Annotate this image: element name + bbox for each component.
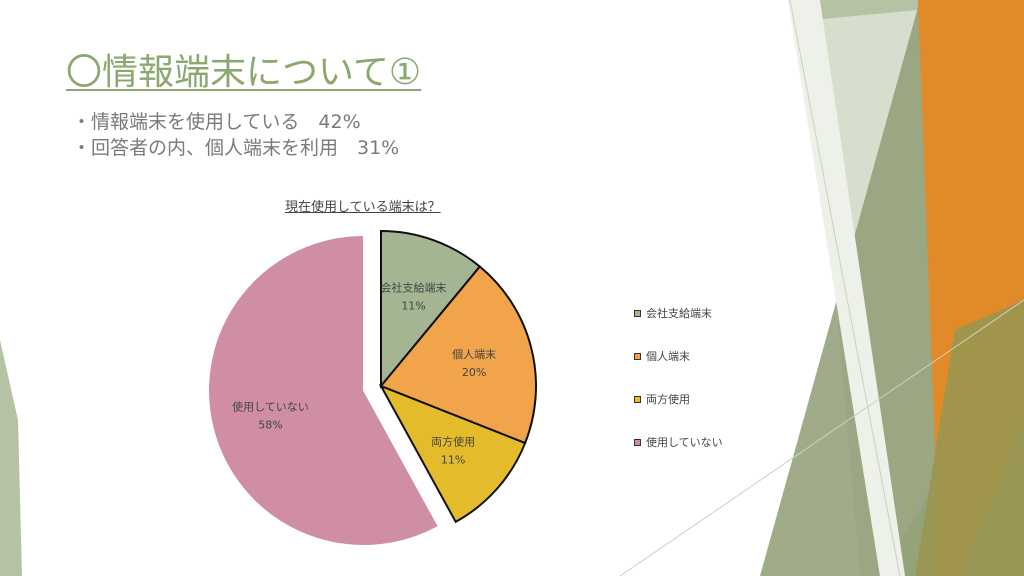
legend-label: 両方使用 [646, 393, 690, 406]
legend-swatch [634, 395, 641, 403]
data-label-percent: 58% [258, 418, 282, 431]
data-label-category: 個人端末 [452, 347, 496, 361]
pie-slice-0 [380, 229, 482, 389]
data-label-category: 会社支給端末 [381, 281, 447, 295]
legend-item-company-device: 会社支給端末 [634, 306, 723, 320]
pie-slice-1 [379, 265, 537, 445]
data-label-percent: 20% [462, 366, 486, 379]
legend-item-not-using: 使用していない [634, 435, 723, 449]
pie-slice-2 [378, 384, 527, 524]
data-label-percent: 11% [401, 300, 425, 313]
legend-swatch [634, 352, 641, 360]
deco-olive-panel [915, 300, 1024, 576]
deco-left-sliver [0, 340, 22, 576]
data-label-category: 使用していない [232, 400, 309, 413]
deco-line [789, 0, 901, 576]
legend-label: 個人端末 [646, 350, 690, 363]
bullet-usage: ・情報端末を使用している 42% [72, 111, 361, 133]
legend-label: 会社支給端末 [646, 307, 712, 320]
legend-label: 使用していない [646, 436, 723, 449]
legend-swatch [634, 309, 641, 317]
bullet-personal-device: ・回答者の内、個人端末を利用 31% [72, 137, 400, 159]
data-label-percent: 11% [441, 454, 465, 467]
legend-swatch [634, 438, 641, 446]
chart-title: 現在使用している端末は？ [285, 200, 441, 215]
slide-title: 〇情報端末について① [66, 52, 422, 93]
chart-legend: 会社支給端末 個人端末 両方使用 使用していない [634, 306, 723, 478]
data-label-category: 両方使用 [431, 435, 475, 449]
legend-item-personal-device: 個人端末 [634, 349, 723, 363]
deco-line [619, 299, 1024, 576]
pie-slice-3 [208, 234, 439, 546]
legend-item-both: 両方使用 [634, 392, 723, 406]
